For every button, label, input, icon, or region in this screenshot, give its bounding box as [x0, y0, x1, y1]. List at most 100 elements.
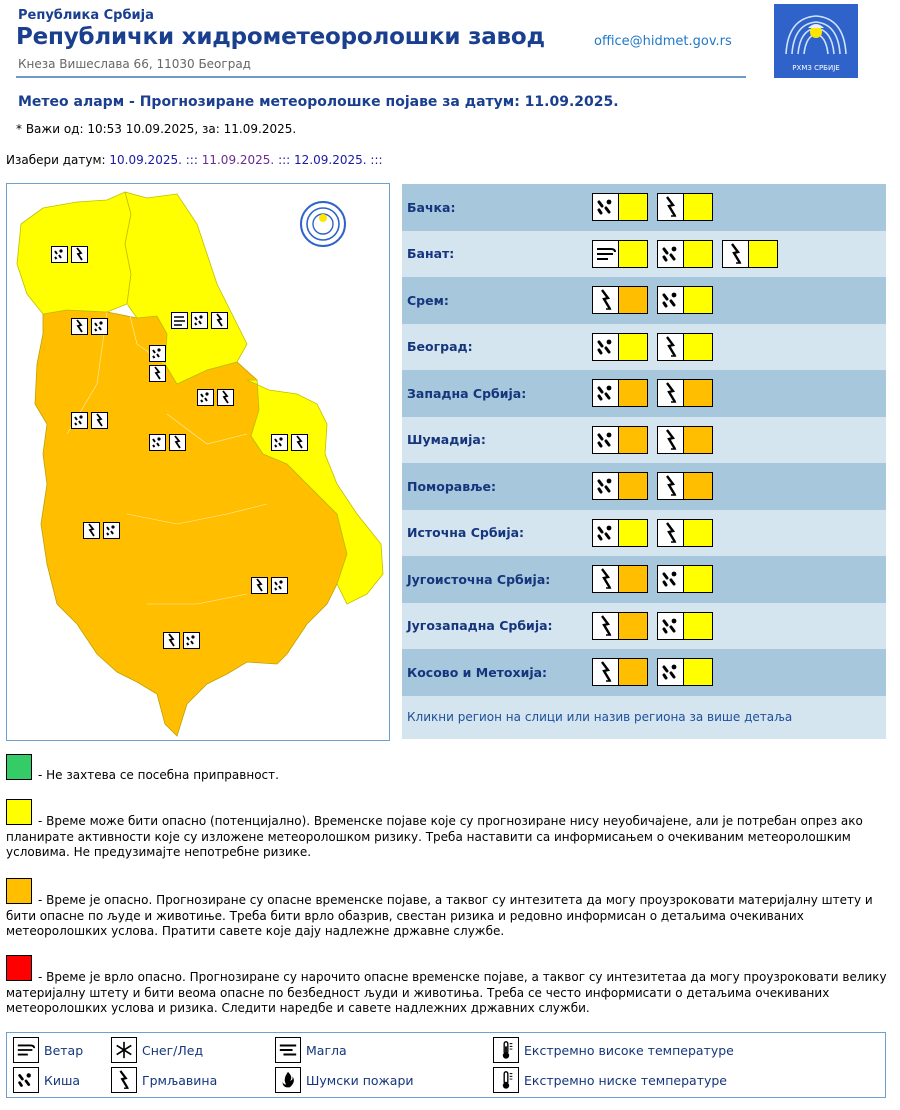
legend-green-text: - Не захтева се посебна приправност. — [38, 768, 279, 782]
rain-icon — [658, 240, 684, 267]
warning-badge — [592, 658, 648, 687]
serbia-warning-map — [6, 183, 390, 741]
warning-badge — [592, 611, 648, 640]
legend-orange-swatch — [6, 878, 32, 904]
region-name[interactable]: Банат: — [407, 246, 455, 262]
thunder-icon — [723, 240, 749, 267]
map-icons-western-serbia[interactable] — [71, 412, 108, 429]
institute-title: Републички хидрометеоролошки завод — [16, 24, 545, 50]
region-warnings — [592, 286, 713, 315]
region-name[interactable]: Косово и Метохија: — [407, 664, 548, 680]
rain-icon — [149, 434, 166, 451]
map-icons-eastern-serbia[interactable] — [271, 434, 308, 451]
region-warning-table: Бачка: Банат: Срем: Београд: Западна Србија:… — [402, 184, 886, 739]
thunder-icon — [217, 389, 234, 406]
region-name[interactable]: Југоисточна Србија: — [407, 571, 551, 587]
thunder-icon — [593, 566, 619, 593]
icon-legend-item: Шумски пожари — [275, 1067, 414, 1093]
region-name[interactable]: Бачка: — [407, 199, 456, 215]
date-separator: ::: — [278, 153, 291, 167]
icon-legend-label: Екстремно високе температуре — [524, 1042, 734, 1058]
map-region-banat[interactable] — [124, 191, 248, 385]
snow-ice-icon — [111, 1037, 137, 1063]
region-warnings — [592, 239, 778, 268]
map-icons-southwest[interactable] — [83, 522, 120, 539]
region-warnings — [592, 332, 713, 361]
map-icons-srem[interactable] — [71, 318, 108, 335]
date-separator: ::: — [185, 153, 198, 167]
date-link-current[interactable]: 11.09.2025. — [201, 153, 275, 167]
warning-level-orange — [619, 473, 647, 500]
thunder-icon — [149, 365, 166, 382]
map-icons-backa[interactable] — [51, 246, 88, 263]
warning-badge — [592, 193, 648, 222]
warning-badge — [657, 332, 713, 361]
date-selector: Изабери датум: 10.09.2025. ::: 11.09.202… — [6, 153, 383, 167]
region-row[interactable]: Источна Србија: — [402, 509, 886, 556]
thunder-icon — [211, 312, 228, 329]
warning-badge — [657, 611, 713, 640]
region-warnings — [592, 425, 713, 454]
alarm-title: Метео аларм - Прогнозиране метеоролошке … — [18, 94, 619, 110]
map-icons-kosovo[interactable] — [163, 632, 200, 649]
warning-level-yellow — [684, 519, 712, 546]
region-name[interactable]: Шумадија: — [407, 432, 486, 448]
map-icons-banat[interactable] — [171, 312, 228, 329]
thunder-icon — [658, 426, 684, 453]
warning-badge — [657, 658, 713, 687]
forest-fire-icon — [275, 1067, 301, 1093]
thunder-icon — [593, 659, 619, 686]
region-row[interactable]: Југоисточна Србија: — [402, 556, 886, 603]
region-name[interactable]: Источна Србија: — [407, 525, 525, 541]
thunder-icon — [71, 246, 88, 263]
icon-legend-item: Снег/Лед — [111, 1037, 203, 1063]
thunder-icon — [169, 434, 186, 451]
warning-badge — [592, 425, 648, 454]
thunder-icon — [593, 612, 619, 639]
region-row[interactable]: Југозападна Србија: — [402, 602, 886, 649]
warning-level-orange — [619, 287, 647, 314]
thunder-icon — [111, 1067, 137, 1093]
warning-badge — [722, 239, 778, 268]
icon-legend-label: Снег/Лед — [142, 1042, 204, 1058]
region-name[interactable]: Западна Србија: — [407, 385, 527, 401]
region-warnings — [592, 658, 713, 687]
thunder-icon — [163, 632, 180, 649]
email-link[interactable]: office@hidmet.gov.rs — [594, 34, 732, 49]
region-warnings — [592, 472, 713, 501]
icon-legend-label: Киша — [44, 1072, 81, 1088]
region-warnings — [592, 611, 713, 640]
legend-green-swatch — [6, 754, 32, 780]
region-row[interactable]: Срем: — [402, 277, 886, 324]
region-row[interactable]: Банат: — [402, 230, 886, 277]
map-icons-beograd[interactable] — [149, 345, 166, 382]
region-name[interactable]: Београд: — [407, 339, 473, 355]
region-name[interactable]: Југозападна Србија: — [407, 618, 553, 634]
map-icons-southeast[interactable] — [251, 577, 288, 594]
date-link-next[interactable]: 12.09.2025. — [294, 153, 367, 167]
map-icons-sumadija[interactable] — [149, 434, 186, 451]
region-row[interactable]: Београд: — [402, 323, 886, 370]
region-row[interactable]: Бачка: — [402, 184, 886, 231]
icon-legend-label: Ветар — [44, 1042, 84, 1058]
rain-icon — [103, 522, 120, 539]
logo-caption: РХМЗ СРБИЈЕ — [792, 64, 839, 72]
icon-legend: Ветар Снег/Лед Магла Екстремно високе темпе… — [6, 1032, 886, 1098]
region-row[interactable]: Поморавље: — [402, 463, 886, 510]
warning-badge — [592, 379, 648, 408]
region-name[interactable]: Поморавље: — [407, 478, 497, 494]
warning-badge — [657, 379, 713, 408]
region-name[interactable]: Срем: — [407, 292, 449, 308]
rain-icon — [658, 566, 684, 593]
rain-icon — [593, 333, 619, 360]
warning-badge — [657, 239, 713, 268]
region-warnings — [592, 565, 713, 594]
date-link-prev[interactable]: 10.09.2025. — [109, 153, 182, 167]
warning-badge — [592, 565, 648, 594]
region-row[interactable]: Шумадија: — [402, 416, 886, 463]
rain-icon — [658, 612, 684, 639]
region-row[interactable]: Косово и Метохија: — [402, 649, 886, 696]
rain-icon — [271, 577, 288, 594]
map-icons-pomoravlje[interactable] — [197, 389, 234, 406]
region-row[interactable]: Западна Србија: — [402, 370, 886, 417]
